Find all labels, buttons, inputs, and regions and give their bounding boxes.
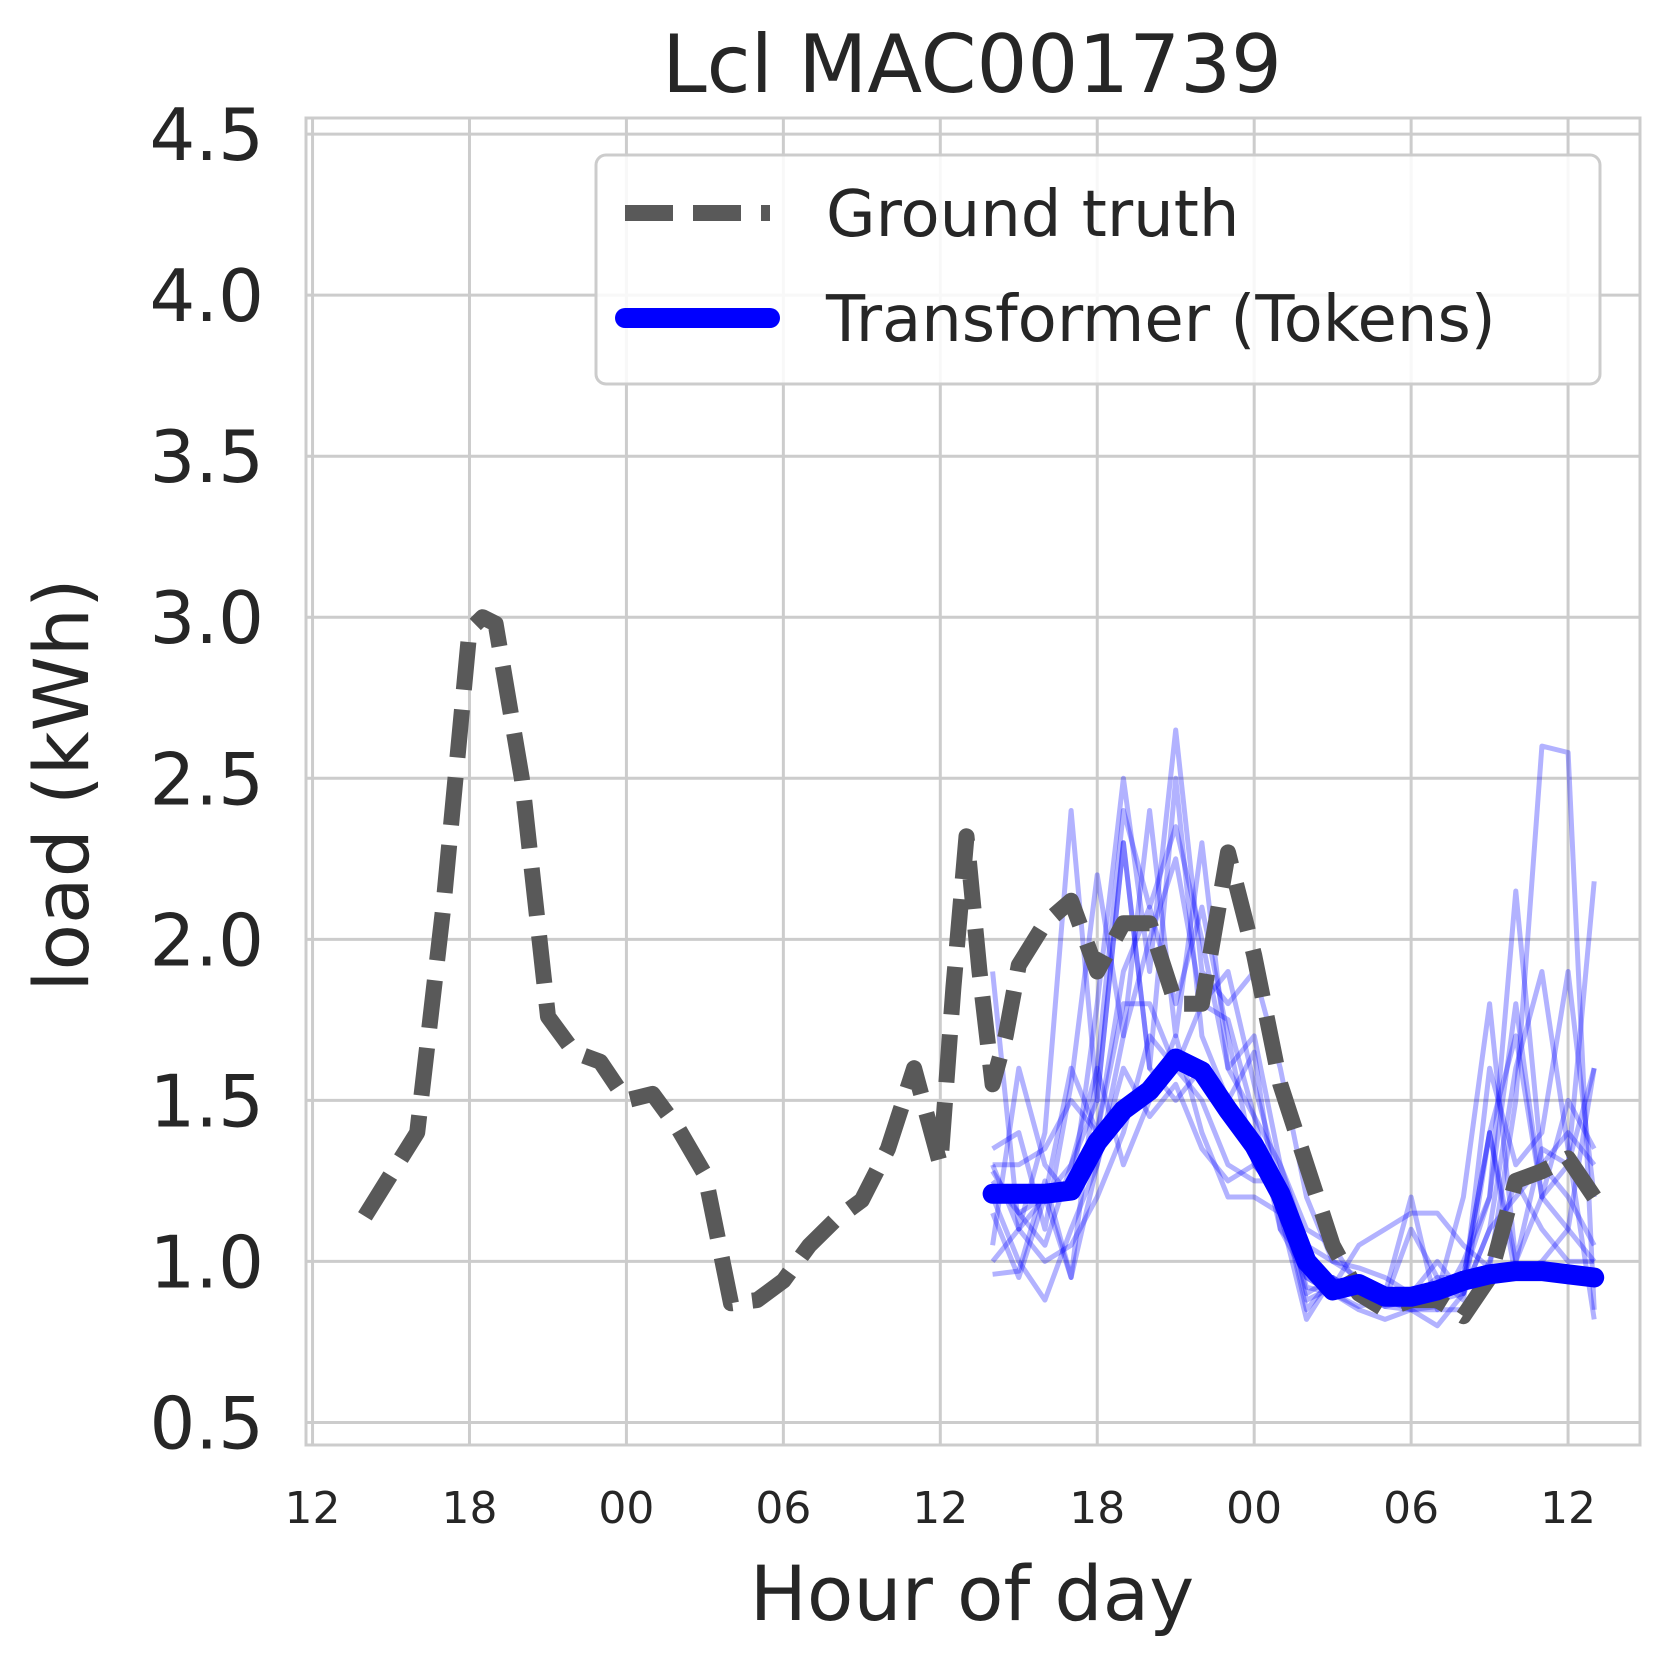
x-tick-label: 12 (912, 1483, 968, 1534)
y-tick-label: 0.5 (149, 1381, 264, 1465)
x-tick-label: 12 (1540, 1483, 1596, 1534)
legend-box (594, 153, 1602, 386)
sample-line (990, 881, 1597, 1309)
y-tick-label: 4.0 (149, 254, 264, 338)
y-tick-label: 3.5 (149, 415, 264, 499)
x-tick-label: 06 (1383, 1483, 1439, 1534)
y-tick-label: 1.5 (149, 1059, 264, 1143)
y-tick-label: 2.0 (149, 898, 264, 982)
y-tick-label: 1.0 (149, 1220, 264, 1304)
ground-truth-line (358, 609, 1601, 1325)
x-axis-label: Hour of day (750, 1549, 1194, 1638)
transformer-line (982, 1048, 1605, 1307)
x-tick-label: 18 (1069, 1483, 1125, 1534)
x-tick-label: 00 (598, 1483, 654, 1534)
sample-line (990, 727, 1597, 1313)
y-axis-label: load (kWh) (17, 578, 106, 991)
x-tick-label: 18 (441, 1483, 497, 1534)
legend-label-ground-truth: Ground truth (826, 178, 1239, 252)
x-tick-label: 12 (285, 1483, 341, 1534)
legend-label-transformer: Transformer (Tokens) (825, 283, 1496, 357)
series-lines (358, 609, 1605, 1325)
chart-title: Lcl MAC001739 (662, 18, 1282, 111)
x-tick-label: 06 (755, 1483, 811, 1534)
legend: Ground truth Transformer (Tokens) (594, 153, 1602, 386)
y-tick-label: 2.5 (149, 737, 264, 821)
y-tick-label: 4.5 (149, 93, 264, 177)
plot-frame (304, 116, 1642, 1447)
y-tick-label: 3.0 (149, 576, 264, 660)
x-tick-labels: 12 18 00 06 12 18 00 06 12 (285, 1483, 1597, 1534)
x-tick-label: 00 (1226, 1483, 1282, 1534)
y-tick-labels: 0.5 1.0 1.5 2.0 2.5 3.0 3.5 4.0 4.5 (149, 93, 264, 1465)
